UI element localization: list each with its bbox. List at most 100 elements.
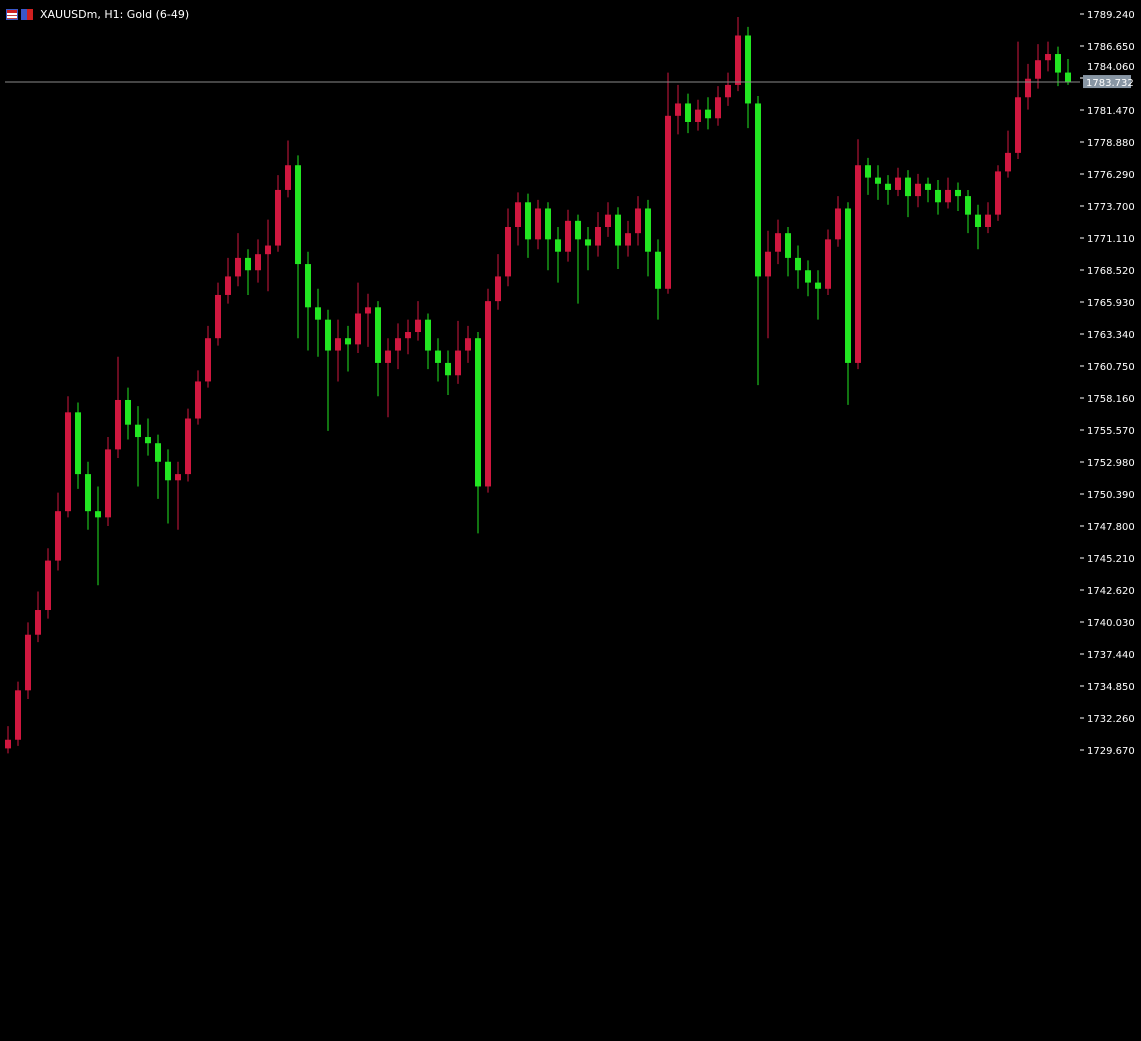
- candle-body: [805, 270, 811, 283]
- candle-body: [285, 165, 291, 190]
- candle: [855, 139, 861, 370]
- candle: [785, 227, 791, 277]
- candle: [915, 173, 921, 208]
- candle: [325, 309, 331, 431]
- candle-body: [225, 276, 231, 295]
- candle-body: [145, 437, 151, 444]
- candle-body: [235, 257, 241, 277]
- candle: [625, 220, 631, 257]
- candle: [715, 86, 721, 126]
- candle: [415, 301, 421, 341]
- candle-body: [265, 245, 271, 255]
- candle-body: [535, 208, 541, 240]
- candle: [655, 239, 661, 320]
- candle-body: [215, 294, 221, 339]
- y-tick-label: 1750.390: [1087, 490, 1135, 501]
- candle-body: [65, 412, 71, 512]
- candle-body: [255, 254, 261, 271]
- y-tick-label: 1763.340: [1087, 330, 1135, 341]
- candle: [145, 418, 151, 456]
- candle: [835, 196, 841, 247]
- candle: [1015, 41, 1021, 160]
- candle: [55, 492, 61, 571]
- candle-body: [405, 332, 411, 339]
- candle: [845, 202, 851, 405]
- candle: [925, 177, 931, 203]
- candle: [645, 199, 651, 277]
- candle-body: [525, 202, 531, 240]
- y-tick-label: 1768.520: [1087, 266, 1135, 277]
- candle: [935, 180, 941, 215]
- candle: [545, 202, 551, 271]
- candle-body: [885, 183, 891, 190]
- candle-body: [35, 610, 41, 635]
- candle: [375, 301, 381, 397]
- candle-body: [15, 690, 21, 740]
- candle-body: [125, 399, 131, 425]
- candle-body: [375, 307, 381, 363]
- candle-body: [25, 634, 31, 691]
- candle-body: [985, 214, 991, 228]
- y-tick-label: 1771.110: [1087, 234, 1135, 245]
- candle-body: [965, 196, 971, 215]
- candle: [5, 726, 11, 754]
- candle: [965, 189, 971, 234]
- candle: [75, 402, 81, 489]
- candle-body: [85, 474, 91, 512]
- candle: [135, 406, 141, 487]
- candle: [335, 319, 341, 382]
- candle-body: [465, 338, 471, 351]
- candles-layer: [5, 16, 1071, 754]
- candle-body: [165, 461, 171, 481]
- candle-body: [245, 257, 251, 271]
- candle: [345, 325, 351, 372]
- candle-body: [825, 239, 831, 289]
- candle: [305, 251, 311, 351]
- y-tick-label: 1776.290: [1087, 170, 1135, 181]
- candle-body: [975, 214, 981, 228]
- candle-body: [105, 449, 111, 518]
- y-tick-label: 1752.980: [1087, 458, 1135, 469]
- candle: [975, 204, 981, 250]
- table-icon[interactable]: [6, 8, 18, 20]
- candle: [705, 97, 711, 130]
- candle: [295, 155, 301, 339]
- y-tick-label: 1742.620: [1087, 586, 1135, 597]
- candle: [85, 461, 91, 530]
- candle-body: [345, 338, 351, 345]
- y-tick-label: 1745.210: [1087, 554, 1135, 565]
- candle: [15, 681, 21, 746]
- y-tick-label: 1734.850: [1087, 682, 1135, 693]
- candle: [805, 260, 811, 297]
- candle-body: [855, 165, 861, 363]
- candle: [195, 370, 201, 425]
- candle: [155, 434, 161, 499]
- candle: [465, 325, 471, 363]
- candle-body: [715, 97, 721, 119]
- candle-body: [545, 208, 551, 240]
- candle-body: [1035, 60, 1041, 79]
- candle-body: [735, 35, 741, 85]
- strategy-tester-icon[interactable]: [21, 8, 33, 20]
- candle: [245, 249, 251, 295]
- candle: [635, 196, 641, 246]
- candle-body: [455, 350, 461, 376]
- candle-body: [635, 208, 641, 234]
- chart-title-bar: XAUUSDm, H1: Gold (6-49): [6, 6, 189, 22]
- candle: [735, 16, 741, 92]
- candle-body: [195, 381, 201, 419]
- candle: [605, 202, 611, 237]
- candle: [225, 257, 231, 304]
- candle-body: [815, 282, 821, 289]
- y-tick-label: 1755.570: [1087, 426, 1135, 437]
- candle-body: [425, 319, 431, 351]
- y-tick-label: 1740.030: [1087, 618, 1135, 629]
- candle: [485, 288, 491, 493]
- candle: [1025, 63, 1031, 110]
- candle: [585, 227, 591, 271]
- candle-body: [45, 560, 51, 611]
- candle: [255, 239, 261, 283]
- price-axis[interactable]: 1789.240 1786.650 1784.060 1781.470 1778.880…: [1080, 10, 1135, 757]
- y-tick-label: 1765.930: [1087, 298, 1135, 309]
